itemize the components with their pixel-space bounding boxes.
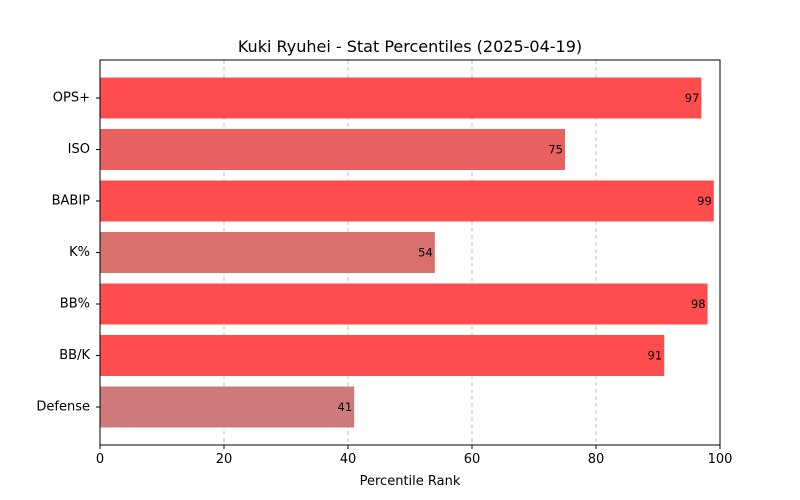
bar bbox=[100, 129, 565, 170]
x-axis: 0 20 40 60 80 100 bbox=[96, 445, 733, 467]
x-tick-label: 0 bbox=[96, 452, 104, 467]
bar-value-label: 41 bbox=[338, 400, 353, 414]
bar bbox=[100, 77, 702, 119]
y-axis: OPS+ ISO BABIP K% BB% BB/K Defense bbox=[36, 91, 100, 415]
bar bbox=[100, 232, 435, 273]
y-tick-label: OPS+ bbox=[53, 91, 90, 106]
x-tick-label: 80 bbox=[588, 452, 605, 467]
bar-value-label: 99 bbox=[697, 194, 712, 208]
x-tick-label: 60 bbox=[464, 452, 481, 467]
y-tick-label: BB% bbox=[60, 297, 90, 312]
x-tick-label: 40 bbox=[340, 452, 357, 467]
chart-title: Kuki Ryuhei - Stat Percentiles (2025-04-… bbox=[238, 37, 582, 56]
y-tick-label: ISO bbox=[68, 142, 90, 157]
y-tick-label: Defense bbox=[36, 400, 90, 415]
y-tick-label: BABIP bbox=[52, 194, 91, 209]
bar bbox=[100, 180, 714, 222]
bar-value-label: 75 bbox=[548, 143, 563, 157]
bar-value-label: 91 bbox=[648, 349, 663, 363]
bar-value-label: 54 bbox=[418, 246, 433, 260]
y-tick-label: K% bbox=[69, 245, 90, 260]
x-axis-label: Percentile Rank bbox=[360, 474, 461, 489]
bar-value-label: 98 bbox=[691, 297, 706, 311]
bar-value-label: 97 bbox=[685, 91, 700, 105]
x-tick-label: 20 bbox=[216, 452, 233, 467]
bar bbox=[100, 335, 665, 376]
y-tick-label: BB/K bbox=[59, 348, 90, 363]
bar bbox=[100, 386, 355, 428]
data-labels: 97 75 99 54 98 91 41 bbox=[338, 91, 712, 414]
bar bbox=[100, 283, 708, 325]
bars bbox=[100, 77, 714, 428]
x-tick-label: 100 bbox=[708, 452, 733, 467]
